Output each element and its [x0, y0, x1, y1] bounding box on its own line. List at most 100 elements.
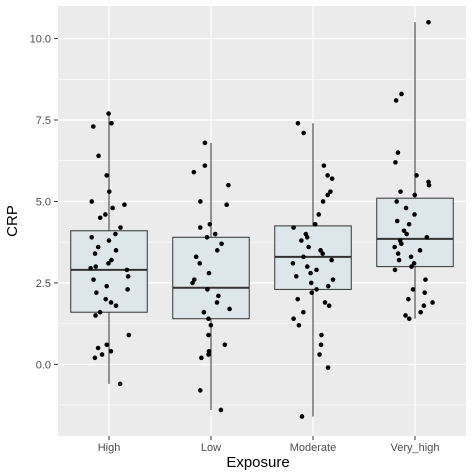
data-point-High — [97, 215, 103, 221]
data-point-Moderate — [306, 244, 311, 250]
x-tick-label-Low: Low — [201, 442, 221, 454]
data-point-Very_high — [406, 296, 411, 302]
data-point-Very_high — [393, 98, 399, 103]
data-point-Moderate — [290, 261, 296, 266]
data-point-High — [124, 267, 130, 273]
data-point-High — [89, 234, 95, 240]
data-point-Moderate — [301, 254, 306, 260]
data-point-Moderate — [291, 225, 296, 230]
data-point-Moderate — [301, 130, 306, 136]
x-axis-title: Exposure — [226, 454, 289, 471]
data-point-Low — [214, 300, 220, 305]
data-point-High — [122, 202, 127, 208]
data-point-Moderate — [314, 287, 319, 292]
data-point-Moderate — [322, 300, 328, 305]
data-point-Moderate — [291, 316, 296, 322]
data-point-High — [108, 349, 114, 354]
data-point-Low — [199, 355, 204, 361]
data-point-Very_high — [426, 182, 432, 188]
data-point-Low — [197, 261, 203, 266]
data-point-Low — [190, 280, 195, 286]
data-point-Low — [197, 225, 203, 230]
data-point-Very_high — [414, 173, 419, 178]
data-point-Low — [193, 254, 199, 260]
data-point-Low — [206, 316, 211, 322]
data-point-Very_high — [399, 91, 404, 97]
data-point-Moderate — [312, 221, 318, 227]
data-point-Very_high — [395, 150, 401, 155]
data-point-High — [97, 309, 103, 315]
data-point-Very_high — [422, 290, 428, 295]
data-point-Moderate — [304, 234, 310, 240]
data-point-Moderate — [299, 238, 304, 243]
data-point-Low — [224, 202, 229, 208]
data-point-Very_high — [410, 287, 416, 292]
data-point-Moderate — [308, 280, 314, 286]
data-point-Very_high — [430, 300, 435, 305]
data-point-Low — [191, 169, 197, 175]
data-point-High — [110, 205, 115, 211]
data-point-High — [104, 342, 110, 348]
x-tick-label-High: High — [98, 442, 121, 454]
data-point-Low — [216, 293, 221, 299]
data-point-Moderate — [330, 277, 336, 282]
data-point-High — [94, 290, 99, 295]
data-point-Very_high — [403, 313, 408, 318]
data-point-High — [104, 283, 110, 289]
data-point-High — [91, 124, 96, 129]
data-point-High — [103, 212, 108, 217]
data-point-Moderate — [320, 199, 326, 204]
data-point-Very_high — [426, 19, 431, 25]
data-point-Very_high — [404, 231, 409, 237]
data-point-Very_high — [394, 218, 400, 224]
data-point-Moderate — [295, 120, 301, 126]
data-point-High — [113, 231, 118, 237]
data-point-Very_high — [418, 309, 423, 315]
data-point-Very_high — [393, 160, 398, 165]
data-point-Moderate — [304, 264, 310, 269]
data-point-Low — [197, 388, 203, 393]
y-tick-label: 2.5 — [36, 278, 51, 290]
data-point-High — [113, 248, 119, 253]
data-point-High — [103, 296, 109, 302]
data-point-Low — [204, 234, 210, 240]
data-point-Low — [205, 287, 210, 292]
data-point-Moderate — [314, 267, 319, 273]
data-point-Very_high — [392, 244, 397, 250]
data-point-Low — [206, 270, 212, 276]
data-point-High — [125, 274, 131, 279]
data-point-Moderate — [309, 290, 315, 295]
data-point-Very_high — [417, 248, 423, 253]
data-point-High — [125, 287, 130, 292]
data-point-Very_high — [412, 192, 418, 198]
data-point-Moderate — [318, 248, 323, 253]
data-point-Low — [202, 140, 208, 146]
data-point-Very_high — [411, 261, 417, 266]
data-point-Moderate — [318, 342, 324, 348]
y-tick-label: 5.0 — [36, 196, 51, 208]
data-point-Low — [202, 163, 208, 168]
x-axis-ticks: High Low Moderate Very_high — [98, 436, 439, 454]
data-point-High — [106, 189, 112, 194]
data-point-High — [95, 244, 101, 250]
data-point-Moderate — [325, 173, 330, 178]
box-Low — [172, 236, 250, 320]
data-point-High — [95, 345, 101, 351]
data-point-Low — [206, 332, 211, 338]
data-point-High — [96, 153, 101, 159]
data-point-High — [118, 225, 123, 230]
data-point-Very_high — [398, 189, 403, 194]
box-High — [70, 230, 148, 313]
data-point-Very_high — [423, 277, 428, 282]
y-tick-label: 0.0 — [36, 359, 51, 371]
data-point-High — [117, 381, 123, 387]
data-point-Low — [219, 241, 224, 247]
data-point-High — [106, 238, 112, 243]
data-point-High — [89, 199, 95, 204]
data-point-High — [91, 277, 96, 282]
data-point-Low — [207, 221, 213, 227]
data-point-Low — [227, 306, 232, 312]
data-point-High — [108, 300, 114, 305]
y-axis-ticks: 0.0 2.5 5.0 7.5 10.0 — [30, 34, 58, 371]
